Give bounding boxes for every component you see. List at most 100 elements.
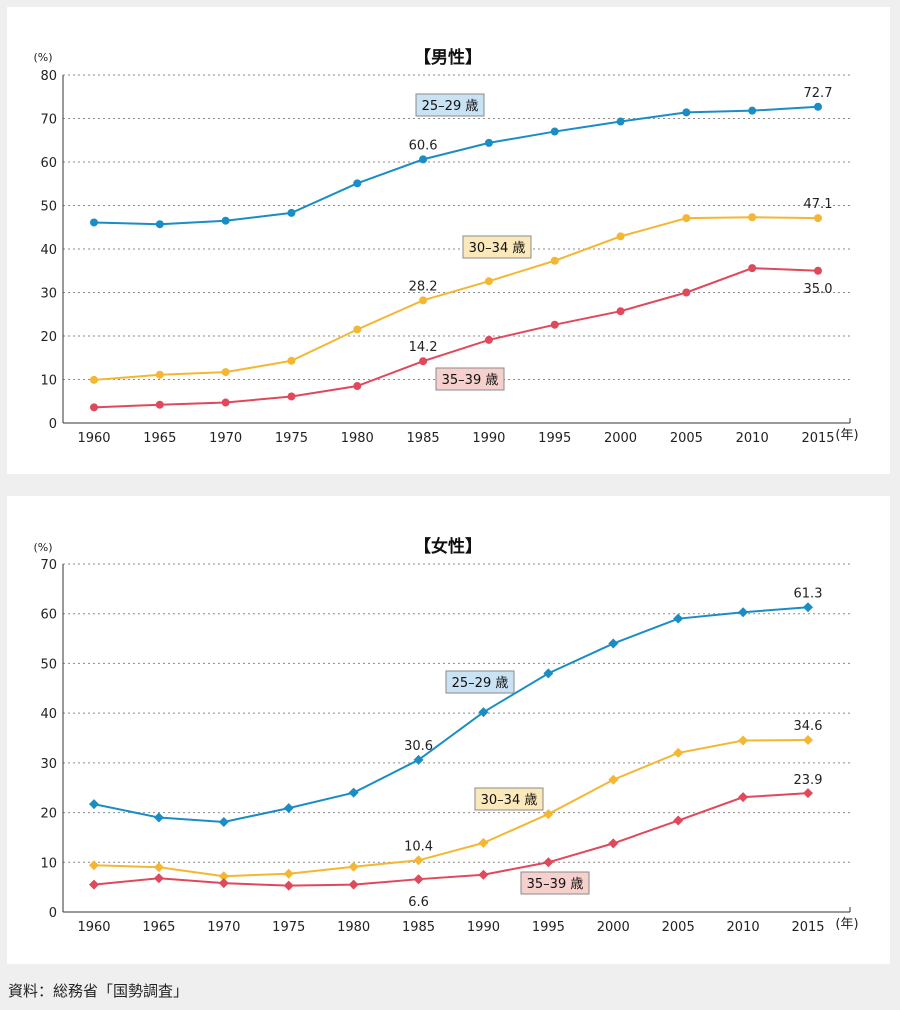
- data-point: [221, 368, 230, 377]
- data-point: [748, 106, 757, 115]
- y-tick-label: 60: [40, 608, 57, 623]
- x-tick-label: 1995: [532, 920, 565, 935]
- y-tick-label: 0: [49, 417, 57, 432]
- data-point: [218, 817, 229, 828]
- x-tick-label: 2010: [736, 431, 769, 446]
- data-point: [682, 288, 691, 297]
- data-label: 28.2: [409, 279, 438, 294]
- female-chart-panel: 【女性】 (%) 0 10 20 30 40 50 60 70 1960 1965 1970 1975 19…: [7, 496, 890, 964]
- data-point: [89, 879, 99, 890]
- series-name-box: [445, 670, 515, 694]
- data-point: [348, 861, 359, 872]
- data-point: [608, 638, 619, 649]
- y-tick-label: 0: [49, 906, 57, 921]
- data-point: [478, 837, 489, 848]
- data-point: [90, 375, 98, 384]
- data-point: [419, 357, 428, 366]
- data-point: [413, 855, 424, 866]
- male-chart: 【男性】 (%) 0 10 20 30 40 50 60 70 80 1960 1965 1970 1975…: [33, 47, 858, 446]
- series-line: [93, 216, 819, 381]
- x-tick-label: 1995: [538, 431, 571, 446]
- x-tick-label: 1985: [402, 920, 435, 935]
- data-point: [353, 325, 362, 334]
- data-point: [738, 735, 749, 746]
- x-tick-label: 1985: [407, 431, 440, 446]
- data-point: [283, 803, 294, 814]
- data-point: [89, 860, 99, 871]
- series-name-box: [474, 787, 544, 811]
- data-point: [484, 335, 493, 344]
- data-point: [682, 214, 691, 223]
- data-label: 30.6: [404, 739, 433, 754]
- data-point: [413, 874, 424, 885]
- x-tick-label: 1965: [143, 431, 176, 446]
- data-label: 34.6: [794, 719, 823, 734]
- x-tick-label: 2005: [662, 920, 695, 935]
- series-name: 35–39 歳: [442, 373, 499, 388]
- data-point: [608, 774, 619, 785]
- series-name: 25–29 歳: [422, 99, 479, 114]
- x-tick-label: 2000: [604, 431, 637, 446]
- data-label: 61.3: [794, 586, 823, 601]
- data-point: [543, 668, 554, 679]
- data-point: [550, 320, 559, 329]
- data-point: [738, 792, 749, 803]
- data-point: [155, 220, 164, 229]
- x-tick-label: 2015: [791, 920, 824, 935]
- series-name-box: [462, 235, 532, 259]
- data-point: [478, 869, 489, 880]
- data-point: [748, 264, 757, 273]
- chart-title: 【男性】: [414, 47, 482, 68]
- data-point: [738, 607, 749, 618]
- y-tick-label: 30: [40, 757, 57, 772]
- series-line: [93, 738, 809, 878]
- data-label: 10.4: [404, 839, 433, 854]
- x-tick-label: 1970: [209, 431, 242, 446]
- y-axis-unit: (%): [33, 51, 52, 64]
- data-point: [803, 788, 813, 799]
- data-point: [673, 815, 684, 826]
- data-point: [419, 296, 428, 305]
- series-name: 35–39 歳: [527, 877, 584, 892]
- series-line: [93, 606, 809, 824]
- x-tick-label: 2015: [801, 431, 834, 446]
- data-point: [153, 862, 164, 873]
- data-label: 6.6: [408, 895, 429, 910]
- series-line: [93, 105, 819, 226]
- x-tick-label: 1965: [142, 920, 175, 935]
- y-tick-label: 50: [40, 657, 57, 672]
- data-point: [153, 873, 164, 884]
- data-label: 35.0: [804, 282, 833, 297]
- data-point: [803, 602, 813, 613]
- male-chart-panel: 【男性】 (%) 0 10 20 30 40 50 60 70 80 1960 1965 1970 1975…: [7, 7, 890, 474]
- data-point: [283, 880, 294, 891]
- data-point: [673, 747, 684, 758]
- data-point: [814, 266, 822, 275]
- data-point: [287, 356, 296, 365]
- x-axis-unit: (年): [835, 428, 858, 443]
- y-tick-label: 50: [40, 200, 57, 215]
- data-point: [550, 127, 559, 136]
- data-point: [484, 138, 493, 147]
- x-tick-label: 2005: [670, 431, 703, 446]
- y-tick-label: 80: [40, 69, 57, 84]
- x-tick-label: 2000: [597, 920, 630, 935]
- series-name: 30–34 歳: [469, 241, 526, 256]
- series-name-box: [435, 367, 505, 391]
- x-tick-label: 1975: [275, 431, 308, 446]
- y-tick-label: 10: [40, 374, 57, 389]
- x-tick-label: 1990: [472, 431, 505, 446]
- data-label: 60.6: [409, 138, 438, 153]
- y-tick-label: 10: [40, 856, 57, 871]
- data-point: [814, 214, 822, 223]
- x-tick-label: 1960: [77, 920, 110, 935]
- data-point: [608, 838, 619, 849]
- data-point: [682, 108, 691, 117]
- y-tick-label: 70: [40, 558, 57, 573]
- data-point: [89, 799, 99, 810]
- series-name: 25–29 歳: [452, 676, 509, 691]
- data-label: 23.9: [794, 773, 823, 788]
- series-line: [93, 792, 809, 887]
- x-tick-label: 1970: [207, 920, 240, 935]
- data-point: [673, 613, 684, 624]
